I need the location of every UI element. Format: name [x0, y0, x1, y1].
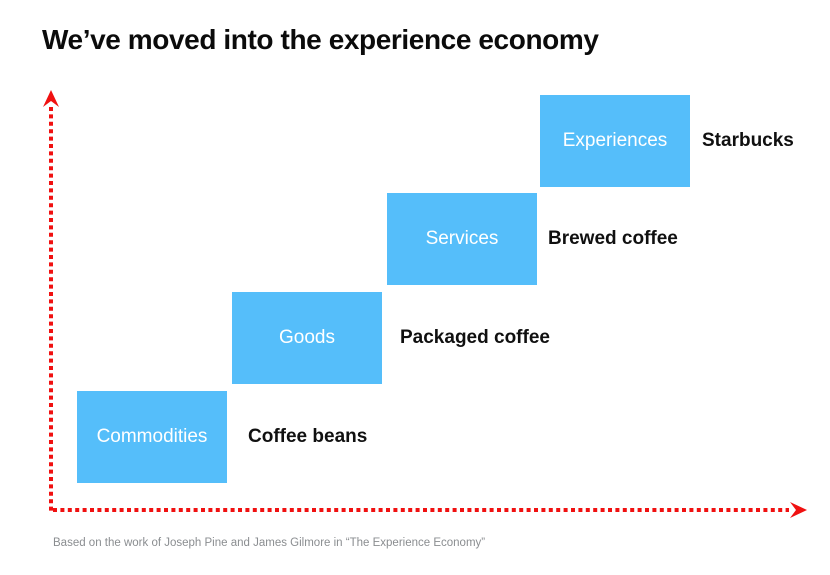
right-arrow-icon — [790, 502, 807, 518]
attribution-text: Based on the work of Joseph Pine and Jam… — [53, 537, 486, 549]
page-title: We’ve moved into the experience economy — [42, 24, 599, 55]
stage-box-experiences: Experiences — [540, 95, 690, 187]
stage-box-goods: Goods — [232, 292, 382, 384]
up-arrow-icon — [43, 90, 59, 107]
example-label-brewed-coffee: Brewed coffee — [548, 228, 678, 249]
stage-box-commodities: Commodities — [77, 391, 227, 483]
example-label-coffee-beans: Coffee beans — [248, 426, 368, 447]
example-label-starbucks: Starbucks — [702, 130, 794, 151]
stage-box-services: Services — [387, 193, 537, 285]
example-label-packaged-coffee: Packaged coffee — [400, 327, 550, 348]
